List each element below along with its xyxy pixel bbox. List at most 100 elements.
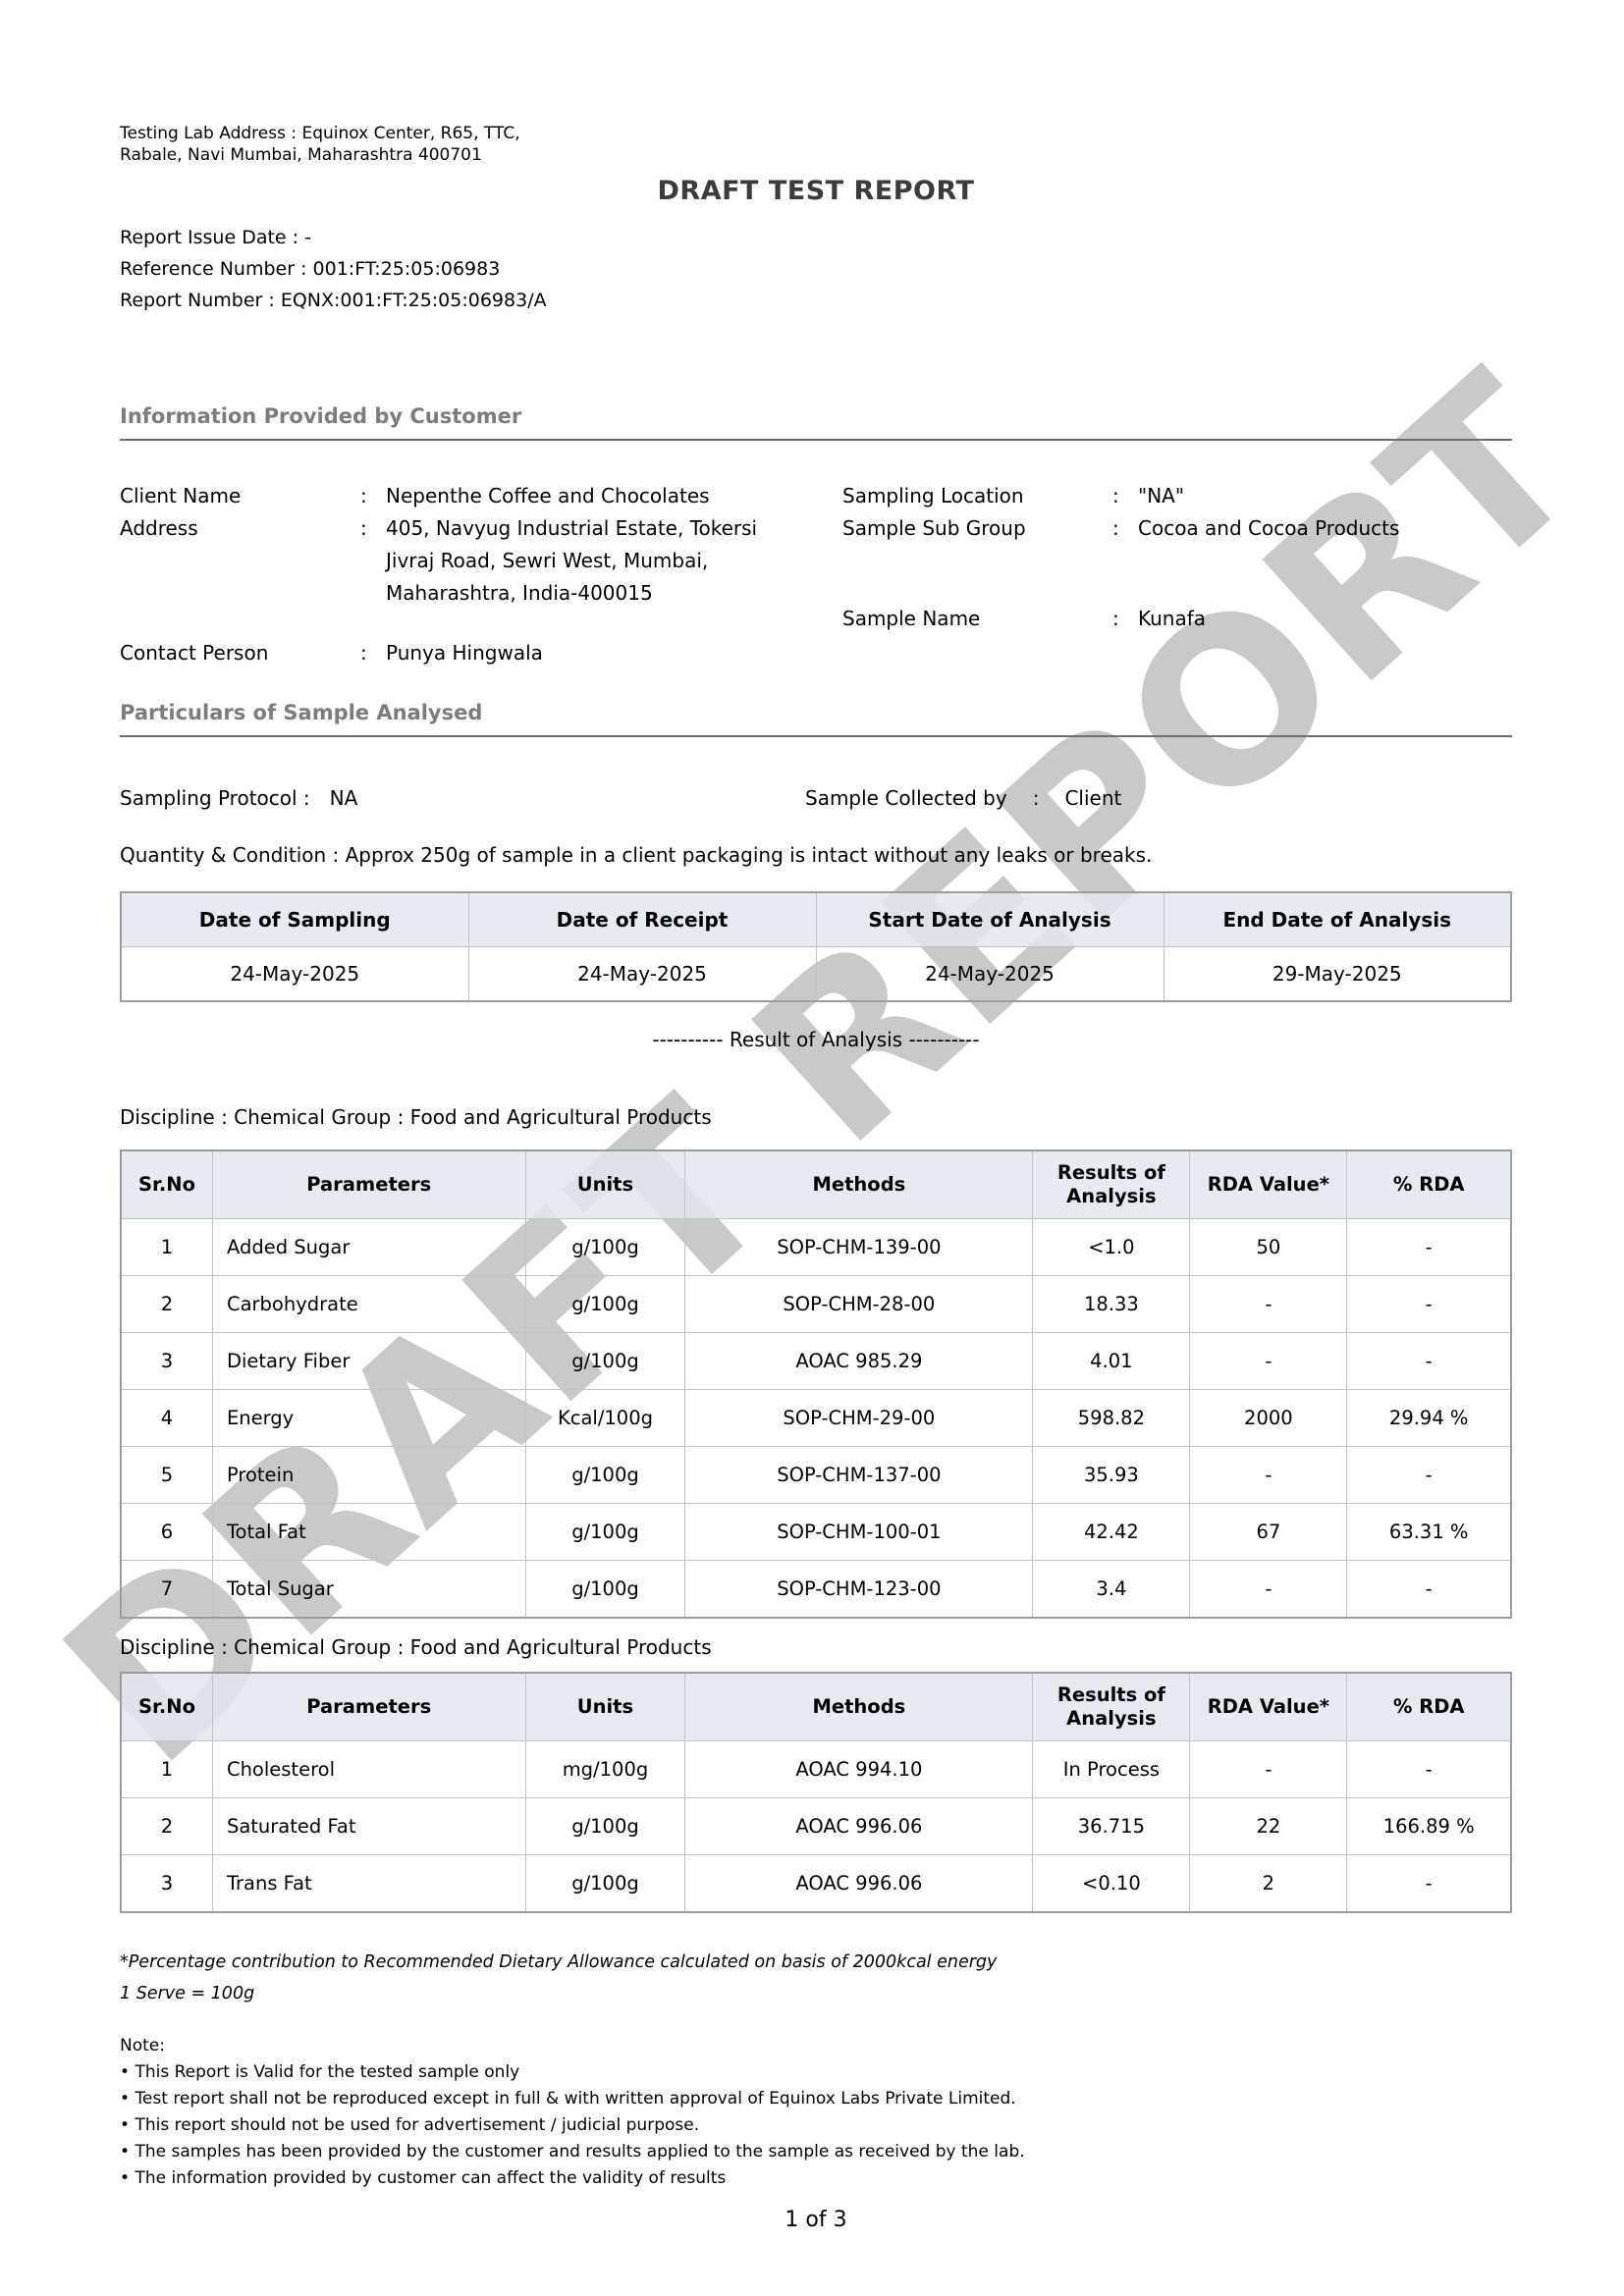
table-row: 1 Cholesterol mg/100g AOAC 994.10 In Process… [120,1740,1512,1798]
separator-colon: : [360,641,367,665]
table-cell: Dietary Fiber [211,1332,526,1390]
table-cell: 24-May-2025 [815,946,1164,1002]
client-name-label: Client Name [120,484,242,507]
table-cell: 3 [120,1854,213,1913]
column-header: Start Date of Analysis [815,891,1164,947]
note-item: The information provided by customer can… [120,2165,1512,2192]
table-cell: 22 [1189,1797,1348,1855]
table-cell: Protein [211,1446,526,1504]
results-table-1-header: Sr.No Parameters Units Methods Results of An… [120,1149,1512,1219]
contact-person-label: Contact Person [120,641,269,665]
report-content: Testing Lab Address : Equinox Center, R6… [0,0,1624,2232]
table-row: 5 Protein g/100g SOP-CHM-137-00 35.93- - [120,1446,1512,1504]
column-header: Units [524,1149,686,1219]
results-table-2-body: 1 Cholesterol mg/100g AOAC 994.10 In Process… [120,1740,1512,1913]
column-header: Results of Analysis [1032,1149,1191,1219]
table-cell: AOAC 994.10 [684,1740,1034,1798]
table-cell: AOAC 996.06 [684,1854,1034,1913]
table-cell: AOAC 996.06 [684,1797,1034,1855]
results-table-1: Sr.No Parameters Units Methods Results of An… [120,1149,1512,1619]
table-cell: - [1189,1275,1348,1333]
sample-sub-group-row: Sample Sub Group : Cocoa and Cocoa Produ… [842,512,1512,545]
page-title: DRAFT TEST REPORT [657,176,975,206]
sample-sub-group-value: Cocoa and Cocoa Products [1138,516,1400,540]
column-header: RDA Value* [1189,1149,1348,1219]
separator-colon: : [1112,484,1119,507]
table-cell: 6 [120,1503,213,1561]
serve-footnote: 1 Serve = 100g [120,1984,255,2003]
separator-colon: : [1032,786,1040,810]
separator-colon: : [1112,607,1119,630]
table-cell: 2 [1189,1854,1348,1913]
sample-name-value: Kunafa [1138,607,1207,630]
separator-colon: : [360,516,367,540]
table-cell: - [1346,1560,1512,1619]
discipline-line-1: Discipline : Chemical Group : Food and A… [120,1105,712,1129]
table-cell: 598.82 [1032,1389,1191,1447]
table-cell: Cholesterol [211,1740,526,1798]
customer-info-grid: Client Name : Nepenthe Coffee and Chocol… [120,480,1512,669]
column-header: Sr.No [120,1149,213,1219]
table-row: 3 Dietary Fiber g/100g AOAC 985.29 4.01- - [120,1332,1512,1390]
table-cell: 29.94 % [1346,1389,1512,1447]
table-row: 2 Saturated Fat g/100g AOAC 996.06 36.715 22 1… [120,1797,1512,1855]
report-number: Report Number : EQNX:001:FT:25:05:06983/… [120,290,547,311]
column-header: % RDA [1346,1149,1512,1219]
table-cell: 1 [120,1218,213,1276]
table-cell: 166.89 % [1346,1797,1512,1855]
sample-name-label: Sample Name [842,607,981,630]
sampling-protocol-label: Sampling Protocol : [120,786,310,810]
column-header: Methods [684,1672,1034,1741]
table-cell: 24-May-2025 [120,946,469,1002]
footnotes: *Percentage contribution to Recommended … [120,1947,1512,2009]
separator-colon: : [360,484,367,507]
table-cell: 42.42 [1032,1503,1191,1561]
table-cell: 2000 [1189,1389,1348,1447]
sampling-protocol-row: Sampling Protocol : NA Sample Collected b… [120,782,1512,815]
address-value: 405, Navyug Industrial Estate, Tokersi Ji… [386,516,758,605]
table-cell: Saturated Fat [211,1797,526,1855]
column-header: Methods [684,1149,1034,1219]
table-cell: - [1346,1332,1512,1390]
table-cell: 2 [120,1275,213,1333]
table-cell: AOAC 985.29 [684,1332,1034,1390]
table-cell: SOP-CHM-139-00 [684,1218,1034,1276]
result-of-analysis-divider: ---------- Result of Analysis ---------- [652,1028,980,1051]
table-cell: SOP-CHM-29-00 [684,1389,1034,1447]
table-cell: 1 [120,1740,213,1798]
table-cell: 5 [120,1446,213,1504]
results-table-2-header: Sr.No Parameters Units Methods Results of An… [120,1672,1512,1741]
table-row: 1 Added Sugar g/100g SOP-CHM-139-00 <1.0 50- [120,1218,1512,1276]
table-cell: Total Fat [211,1503,526,1561]
sampling-location-row: Sampling Location : "NA" [842,480,1512,512]
notes-block: Note: This Report is Valid for the teste… [120,2033,1512,2192]
table-cell: 29-May-2025 [1163,946,1512,1002]
quantity-condition-line: Quantity & Condition : Approx 250g of sa… [120,843,1153,867]
table-cell: - [1346,1218,1512,1276]
table-cell: Carbohydrate [211,1275,526,1333]
table-cell: g/100g [524,1446,686,1504]
column-header: % RDA [1346,1672,1512,1741]
contact-person-row: Contact Person : Punya Hingwala [120,637,825,669]
sample-collected-by-row: Sample Collected by: Client [805,782,1121,815]
rda-footnote: *Percentage contribution to Recommended … [120,1952,998,1972]
report-issue-date: Report Issue Date : - [120,227,311,248]
table-cell: - [1346,1854,1512,1913]
table-cell: 35.93 [1032,1446,1191,1504]
table-cell: - [1189,1332,1348,1390]
separator-colon: : [1112,516,1119,540]
customer-section-heading: Information Provided by Customer [120,404,1512,441]
page-number: 1 of 3 [785,2208,847,2232]
lab-address: Testing Lab Address : Equinox Center, R6… [120,124,520,165]
table-cell: - [1189,1446,1348,1504]
sample-collected-by-label: Sample Collected by [805,786,1007,810]
reference-number: Reference Number : 001:FT:25:05:06983 [120,258,501,280]
table-cell: <0.10 [1032,1854,1191,1913]
table-row: 6 Total Fat g/100g SOP-CHM-100-01 42.42 67 63.… [120,1503,1512,1561]
table-cell: 2 [120,1797,213,1855]
column-header: Parameters [211,1672,526,1741]
sampling-protocol-value: NA [329,786,358,810]
table-cell: - [1346,1275,1512,1333]
sample-sub-group-label: Sample Sub Group [842,516,1026,540]
table-cell: <1.0 [1032,1218,1191,1276]
